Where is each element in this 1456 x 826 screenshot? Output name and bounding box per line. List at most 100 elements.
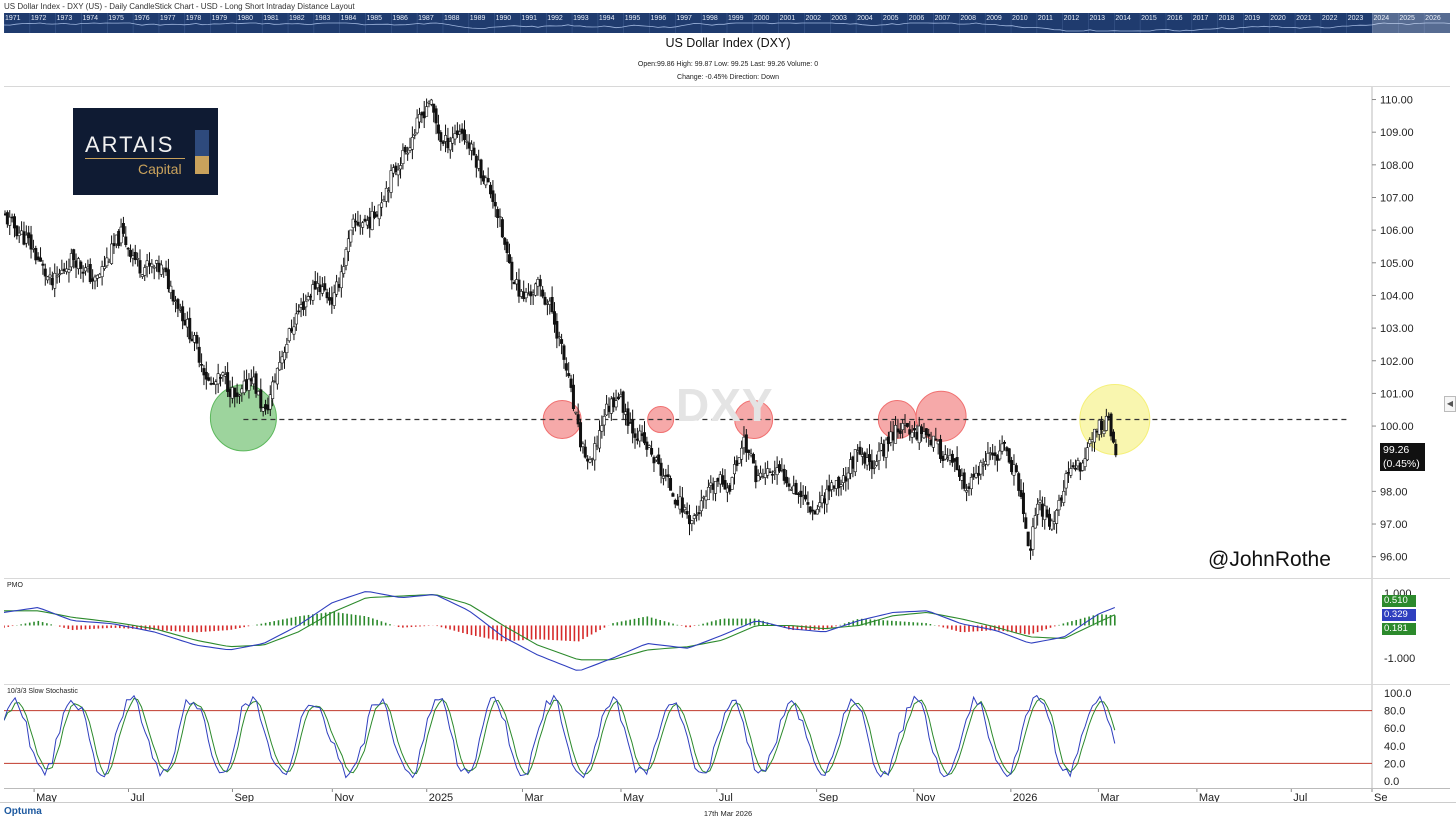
timeline-year[interactable]: 1993: [573, 15, 589, 22]
timeline-year[interactable]: 1974: [82, 15, 99, 22]
stochastic-chart: 100.0 80.0 60.0 40.0 20.0 0.0: [3, 685, 1412, 789]
candle-body: [278, 362, 282, 371]
timeline-year[interactable]: 2013: [1089, 15, 1106, 22]
timeline-year[interactable]: 2016: [1166, 15, 1183, 22]
timeline-navigator[interactable]: 1971 1972 1973 1974 1975 1976 1977 1978 1979 1980…: [4, 13, 1450, 33]
timeline-year[interactable]: 1994: [598, 15, 615, 22]
timeline-year[interactable]: 1995: [624, 15, 641, 22]
timeline-year[interactable]: 2023: [1347, 15, 1364, 22]
candle-body: [204, 371, 208, 380]
price-pane[interactable]: 110.00 109.00 108.00 107.00 106.00 105.00 104.…: [3, 86, 1450, 579]
candle-body: [5, 212, 9, 225]
timeline-year[interactable]: 2005: [882, 15, 899, 22]
candle-body: [399, 165, 403, 170]
candle-body: [242, 380, 246, 394]
timeline-year[interactable]: 2026: [1425, 15, 1441, 22]
candle-body: [22, 231, 26, 245]
timeline-year[interactable]: 2004: [857, 15, 873, 22]
candle-body: [595, 445, 599, 447]
timeline-year[interactable]: 1979: [211, 15, 228, 22]
timeline-year[interactable]: 1986: [392, 15, 408, 22]
timeline-year[interactable]: 1983: [314, 15, 331, 22]
candle-body: [143, 267, 147, 276]
timeline-year[interactable]: 1996: [650, 15, 667, 22]
candle-body: [600, 425, 604, 432]
candle-body: [380, 202, 384, 208]
candle-body: [531, 292, 535, 295]
candle-body: [541, 289, 545, 297]
timeline-year[interactable]: 1989: [469, 15, 486, 22]
timeline-year[interactable]: 2021: [1296, 15, 1312, 22]
footer-date: 17th Mar 2026: [703, 809, 753, 818]
candle-body: [133, 251, 137, 261]
timeline-year[interactable]: 2017: [1192, 15, 1209, 22]
timeline-year[interactable]: 2003: [831, 15, 847, 22]
candle-body: [271, 381, 275, 399]
chevron-left-icon[interactable]: ◀: [1444, 396, 1456, 412]
timeline-year[interactable]: 2019: [1244, 15, 1260, 22]
timeline-year[interactable]: 2006: [908, 15, 925, 22]
timeline-year[interactable]: 1987: [418, 15, 434, 22]
timeline-selection[interactable]: [1372, 13, 1450, 33]
candle-body: [247, 378, 251, 391]
timeline-year[interactable]: 1973: [56, 15, 73, 22]
timeline-year[interactable]: 2007: [934, 15, 951, 22]
candle-body: [197, 346, 201, 363]
timeline-year[interactable]: 1978: [185, 15, 202, 22]
timeline-year[interactable]: 1990: [495, 15, 512, 22]
timeline-year[interactable]: 1991: [521, 15, 537, 22]
timeline-year[interactable]: 1992: [547, 15, 563, 22]
price-tick-label: 103.00: [1380, 323, 1414, 335]
timeline-year[interactable]: 2022: [1321, 15, 1338, 22]
candle-body: [304, 300, 308, 308]
candle-body: [131, 255, 135, 259]
timeline-year[interactable]: 2000: [753, 15, 770, 22]
timeline-year[interactable]: 2012: [1063, 15, 1080, 22]
candle-body: [91, 278, 95, 282]
timeline-year[interactable]: 1981: [263, 15, 279, 22]
timeline-year[interactable]: 1971: [5, 15, 21, 22]
timeline-year[interactable]: 2018: [1218, 15, 1235, 22]
timeline-year[interactable]: 1997: [676, 15, 692, 22]
timeline-year[interactable]: 2002: [805, 15, 822, 22]
timeline-year[interactable]: 2024: [1373, 15, 1390, 22]
timeline-year[interactable]: 1972: [30, 15, 47, 22]
candle-body: [389, 170, 393, 193]
pmo-value-2: 0.329: [1382, 609, 1416, 621]
timeline-year[interactable]: 2015: [1141, 15, 1157, 22]
candle-body: [832, 485, 836, 489]
pmo-pane[interactable]: 1.000 -1.000: [3, 578, 1450, 685]
candle-body: [593, 443, 597, 461]
candle-body: [957, 469, 961, 477]
timeline-year[interactable]: 1998: [702, 15, 718, 22]
timeline-year[interactable]: 1985: [366, 15, 383, 22]
candle-body: [1014, 465, 1018, 473]
timeline-year[interactable]: 2020: [1270, 15, 1286, 22]
timeline-year[interactable]: 1980: [237, 15, 253, 22]
timeline-year[interactable]: 2009: [986, 15, 1002, 22]
timeline-year[interactable]: 2014: [1115, 15, 1131, 22]
timeline-year[interactable]: 2025: [1399, 15, 1415, 22]
timeline-year[interactable]: 2011: [1037, 15, 1053, 22]
candle-body: [820, 495, 824, 504]
timeline-year[interactable]: 2010: [1012, 15, 1028, 22]
candle-body: [498, 216, 502, 218]
timeline-year[interactable]: 1976: [134, 15, 150, 22]
stochastic-pane[interactable]: 100.0 80.0 60.0 40.0 20.0 0.0: [3, 684, 1450, 789]
timeline-year[interactable]: 1977: [159, 15, 176, 22]
timeline-year[interactable]: 1975: [108, 15, 124, 22]
timeline-year[interactable]: 1988: [443, 15, 460, 22]
candle-body: [403, 146, 407, 153]
timeline-year[interactable]: 2001: [779, 15, 796, 22]
candle-body: [560, 339, 564, 344]
timeline-year[interactable]: 1982: [289, 15, 305, 22]
candle-body: [1078, 463, 1082, 472]
candle-body: [465, 140, 469, 143]
candle-body: [687, 515, 691, 525]
candle-body: [1095, 430, 1099, 433]
timeline-year[interactable]: 1999: [728, 15, 744, 22]
timeline-year[interactable]: 1984: [340, 15, 357, 22]
timeline-year[interactable]: 2008: [960, 15, 976, 22]
candle-body: [365, 220, 369, 226]
candle-body: [202, 368, 206, 376]
